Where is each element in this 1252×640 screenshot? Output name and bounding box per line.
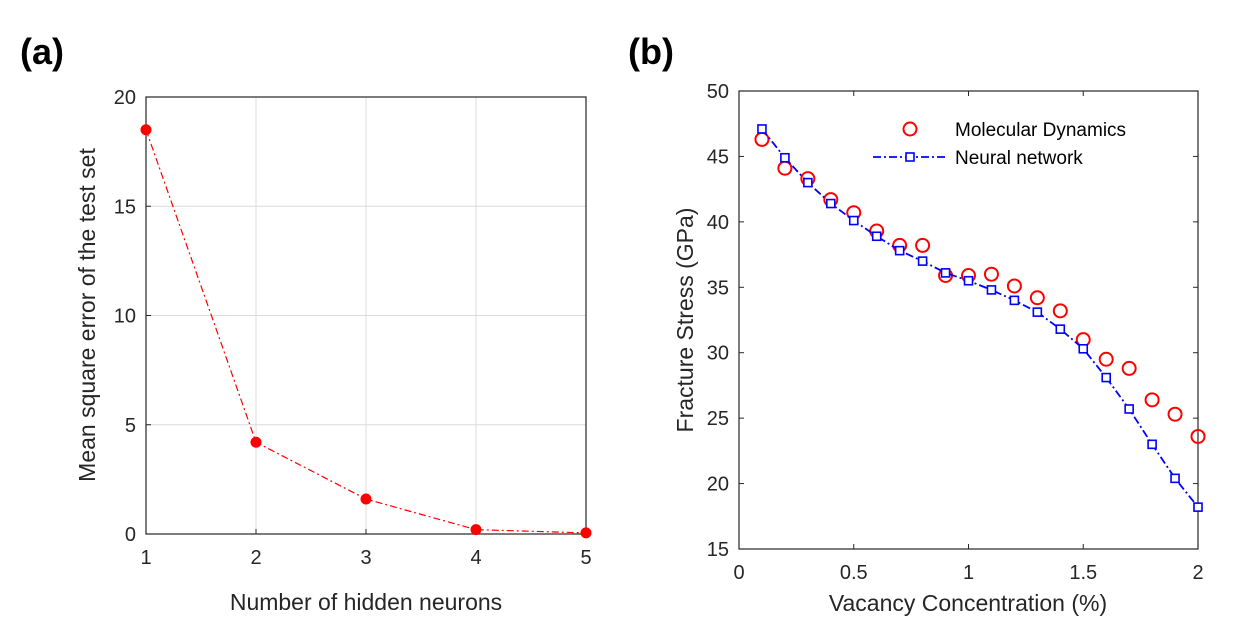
panel-a-chart: (a) 1 2 3 4 5 0 5 10 15 20 Number of hidden neuro…	[20, 31, 592, 615]
panel-b-md-point	[983, 266, 999, 282]
panel-b-md-point	[915, 237, 931, 253]
panel-a-y-tick-label: 15	[114, 196, 136, 218]
panel-b-nn-point	[963, 275, 974, 286]
panel-b-nn-point	[1009, 295, 1020, 306]
panel-b-x-tick-label: 0.5	[840, 562, 868, 584]
panel-b-x-axis-label: Vacancy Concentration (%)	[829, 590, 1107, 616]
panel-b-nn-point	[1147, 439, 1157, 450]
panel-b-md-point	[1098, 351, 1114, 367]
panel-b-series	[754, 124, 1206, 512]
legend-md-label: Molecular Dynamics	[955, 120, 1126, 141]
panel-b-md-point	[1006, 278, 1022, 294]
panel-b-md-point	[1029, 290, 1045, 306]
panel-a-y-tick-label: 0	[125, 524, 136, 546]
panel-a-series	[140, 124, 592, 539]
panel-a-x-tick-label: 5	[580, 547, 591, 569]
panel-a-x-tick-label: 1	[140, 547, 151, 569]
panel-b-md-point	[1167, 406, 1183, 422]
panel-a-y-tick-label: 10	[114, 306, 136, 328]
panel-b-nn-point	[780, 152, 790, 163]
panel-a-x-tick-label: 3	[360, 547, 371, 569]
panel-b-nn-point	[894, 245, 905, 256]
panel-b-nn-point	[1078, 343, 1089, 354]
panel-b-nn-point	[1055, 324, 1066, 334]
panel-b-chart: (b) 0 0.5 1 1.5 2 15 20 25 30 35 40 45 50 Molecular …	[628, 31, 1206, 616]
panel-a-data-point	[580, 527, 592, 539]
panel-a-data-point	[470, 524, 482, 536]
panel-a-x-axis-label: Number of hidden neurons	[230, 589, 502, 615]
panel-a-data-point	[140, 124, 152, 136]
legend-nn-marker	[905, 152, 915, 162]
panel-b-label: (b)	[628, 31, 674, 72]
panel-b-y-axis-label: Fracture Stress (GPa)	[672, 208, 698, 433]
panel-a-x-tick-label: 4	[470, 547, 481, 569]
panel-a-x-tick-label: 2	[250, 547, 261, 569]
panel-a-label: (a)	[20, 31, 64, 72]
panel-b-nn-point	[803, 177, 813, 188]
panel-b-y-tick-label: 25	[707, 408, 729, 430]
panel-b-y-tick-label: 20	[707, 474, 729, 496]
panel-b-nn-point	[1193, 502, 1203, 512]
panel-b-nn-point	[1124, 404, 1134, 414]
panel-b-nn-point	[825, 198, 836, 209]
panel-b-x-tick-label: 1	[963, 562, 974, 584]
panel-b-legend: Molecular Dynamics Neural network	[873, 120, 1126, 169]
panel-b-nn-point	[757, 124, 767, 134]
panel-b-md-point	[1121, 360, 1137, 376]
panel-b-y-tick-label: 15	[707, 539, 729, 561]
panel-b-nn-point	[1032, 307, 1043, 317]
panel-b-nn-point	[917, 256, 928, 266]
panel-b-y-tick-label: 30	[707, 343, 729, 365]
panel-b-nn-point	[940, 268, 951, 278]
panel-a-y-axis-label: Mean square error of the test set	[74, 148, 100, 482]
panel-b-nn-point	[871, 231, 882, 242]
legend-nn-label: Neural network	[955, 148, 1083, 169]
panel-b-ticks: 0 0.5 1 1.5 2 15 20 25 30 35 40 45 50	[707, 81, 1204, 584]
panel-b-md-point	[1052, 303, 1068, 319]
panel-a-grid	[146, 97, 586, 534]
panel-a-y-tick-label: 20	[114, 87, 136, 109]
panel-b-y-tick-label: 35	[707, 277, 729, 299]
panel-a-ticks: 1 2 3 4 5 0 5 10 15 20	[114, 87, 592, 569]
panel-a-data-point	[250, 436, 262, 448]
panel-b-nn-point	[986, 285, 997, 295]
panel-b-nn-point	[1170, 473, 1180, 484]
panel-b-md-point	[1144, 392, 1160, 408]
panel-b-x-tick-label: 1.5	[1069, 562, 1097, 584]
panel-b-x-tick-label: 2	[1192, 562, 1203, 584]
legend-md-marker	[902, 121, 918, 137]
panel-a-data-point	[360, 493, 372, 505]
panel-b-md-point	[1190, 428, 1206, 444]
panel-b-x-tick-label: 0	[733, 562, 744, 584]
panel-a-y-tick-label: 5	[125, 415, 136, 437]
panel-b-y-tick-label: 50	[707, 81, 729, 103]
panel-b-series-line	[761, 128, 1199, 508]
panel-b-nn-point	[848, 215, 859, 226]
panel-b-y-tick-label: 45	[707, 146, 729, 168]
panel-b-nn-point	[1101, 372, 1111, 383]
panel-b-y-tick-label: 40	[707, 212, 729, 234]
